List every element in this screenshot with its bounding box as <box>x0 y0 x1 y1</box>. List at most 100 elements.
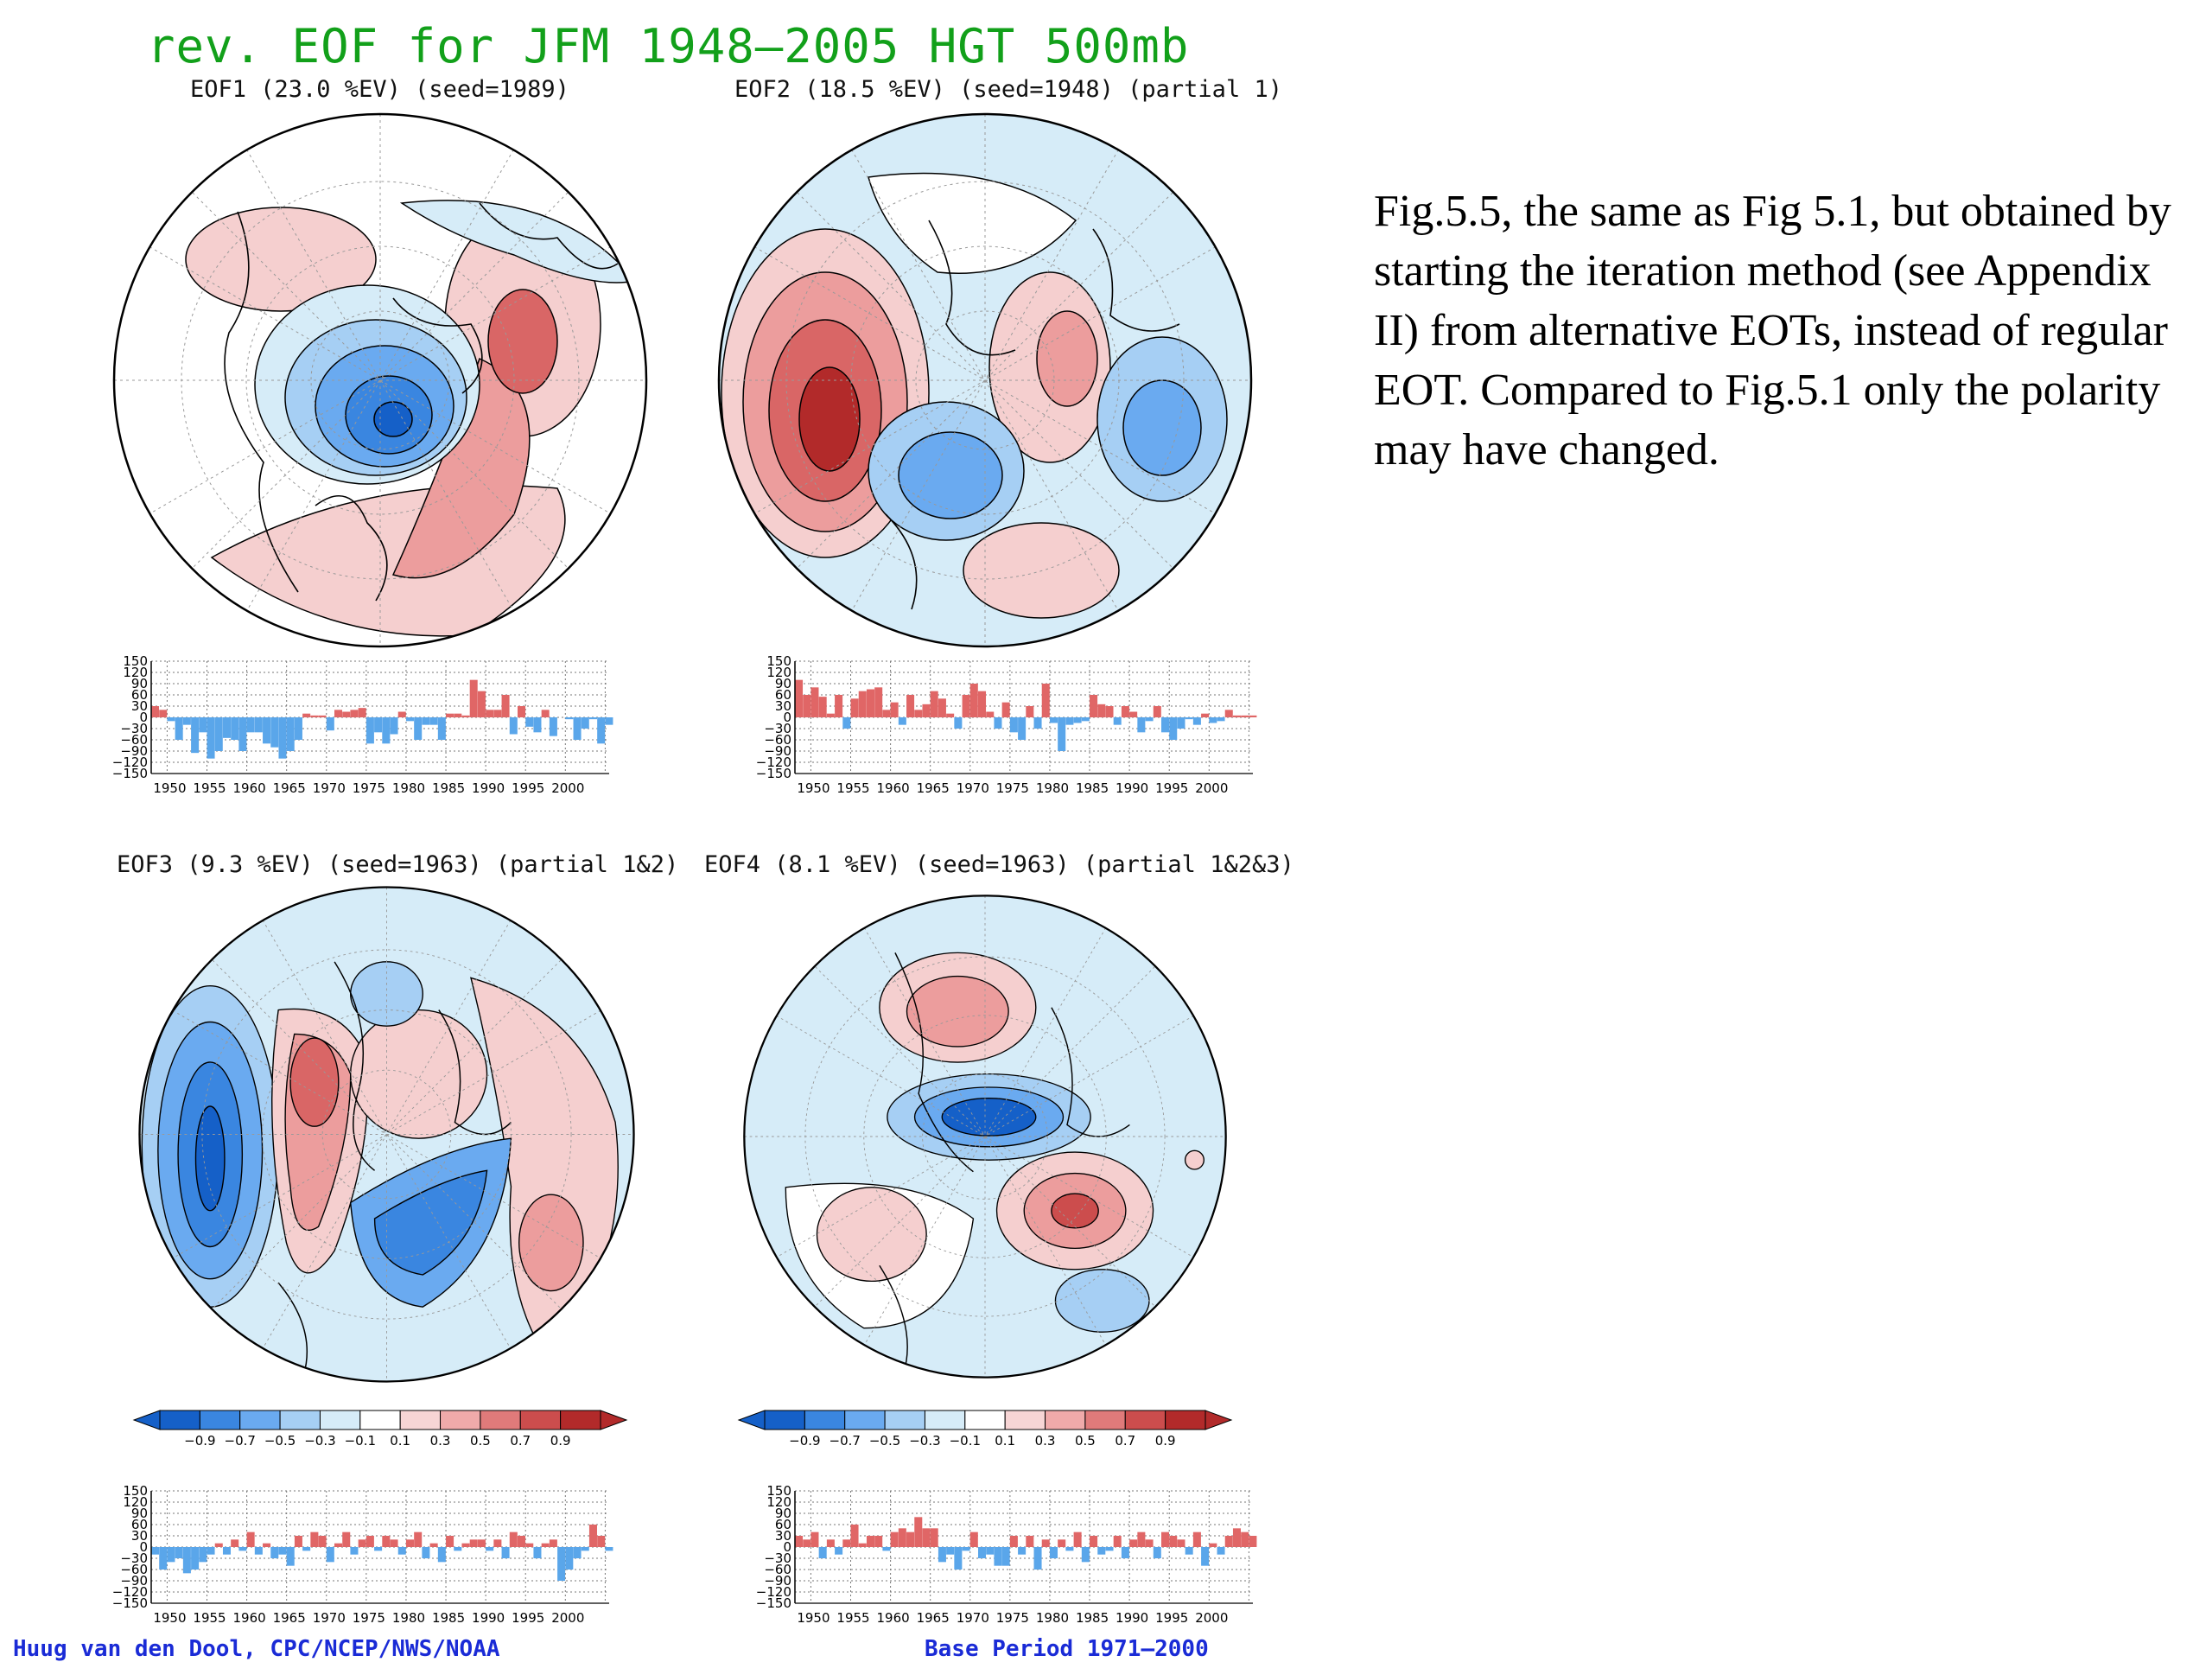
colorbar-arrow-left <box>132 1410 161 1430</box>
panel-label-eof4: EOF4 (8.1 %EV) (seed=1963) (partial 1&2&… <box>704 851 1294 878</box>
bar <box>541 710 550 717</box>
bar <box>1232 715 1241 717</box>
y-tick-label: 90 <box>131 676 148 691</box>
y-tick-label: −30 <box>764 721 791 736</box>
bar <box>1065 1547 1074 1551</box>
y-tick-label: −30 <box>120 1551 148 1566</box>
colorbar-tick-label: 0.1 <box>995 1433 1015 1449</box>
x-tick-label: 2000 <box>551 1610 584 1626</box>
y-tick-label: 120 <box>123 665 148 680</box>
bar <box>1145 1539 1154 1547</box>
x-tick-label: 1960 <box>877 1610 910 1626</box>
bar <box>1161 1531 1170 1547</box>
bar <box>1090 1536 1098 1547</box>
bar <box>826 1539 835 1547</box>
x-tick-label: 1975 <box>353 780 385 796</box>
bar <box>818 697 827 717</box>
bar <box>509 717 518 735</box>
eof4-polar-map <box>743 895 1227 1379</box>
bar <box>1049 1547 1058 1558</box>
x-tick-label: 1965 <box>917 780 950 796</box>
bar <box>1249 1536 1257 1547</box>
colorbar-cell <box>804 1410 846 1430</box>
bar <box>310 715 319 717</box>
y-tick-label: 150 <box>766 1483 791 1499</box>
bar <box>302 1547 311 1551</box>
colorbar-left: −0.9 −0.7 −0.5 −0.3 −0.1 0.1 0.3 0.5 0.7 0.9 <box>132 1410 628 1449</box>
bar <box>1153 706 1161 717</box>
x-tick-label: 1965 <box>273 1610 306 1626</box>
bar <box>231 717 239 740</box>
x-tick-label: 1955 <box>193 1610 226 1626</box>
bar <box>207 717 215 759</box>
bar <box>318 1536 327 1547</box>
bar <box>1121 1547 1129 1558</box>
bar <box>581 717 589 729</box>
colorbar-cell <box>560 1410 601 1430</box>
x-tick-label: 1955 <box>836 1610 869 1626</box>
x-tick-label: 1985 <box>432 1610 465 1626</box>
colorbar-right: −0.9 −0.7 −0.5 −0.3 −0.1 0.1 0.3 0.5 0.7 0.9 <box>737 1410 1233 1449</box>
bar <box>1018 717 1027 740</box>
x-tick-label: 1970 <box>313 1610 346 1626</box>
colorbar-tick-label: 0.5 <box>1075 1433 1096 1449</box>
bar <box>978 1547 987 1558</box>
bar <box>405 717 414 722</box>
bar <box>978 691 987 717</box>
x-tick-label: 2000 <box>1195 780 1228 796</box>
bar <box>493 1539 502 1547</box>
panel-label-eof1: EOF1 (23.0 %EV) (seed=1989) <box>190 76 569 103</box>
bar <box>549 717 557 736</box>
bar <box>437 1547 446 1563</box>
bar <box>858 691 867 717</box>
bar <box>1105 1547 1114 1551</box>
bar <box>326 1547 334 1563</box>
bar <box>151 706 160 717</box>
bar <box>866 1536 874 1547</box>
x-tick-label: 1995 <box>1155 1610 1188 1626</box>
bar <box>914 1517 923 1547</box>
bar <box>1097 1547 1106 1555</box>
bar <box>803 1539 811 1547</box>
bar <box>1249 715 1257 717</box>
bar <box>1058 1539 1066 1547</box>
bar <box>1137 717 1146 733</box>
x-tick-label: 1970 <box>957 780 989 796</box>
bar <box>518 706 526 717</box>
bar <box>175 1547 183 1558</box>
bar <box>397 711 406 717</box>
colorbar-cell <box>1124 1410 1166 1430</box>
bar <box>1073 717 1082 723</box>
bar <box>922 1528 931 1547</box>
y-tick-label: −60 <box>764 732 791 748</box>
bar <box>565 1547 574 1570</box>
bar <box>159 710 168 717</box>
bar <box>930 691 938 717</box>
x-tick-label: 1955 <box>193 780 226 796</box>
bar <box>191 717 200 754</box>
y-tick-label: −150 <box>756 766 791 781</box>
x-tick-label: 1950 <box>153 780 186 796</box>
bar <box>1041 684 1050 717</box>
eof2-polar-map <box>717 112 1253 648</box>
bar <box>1049 717 1058 723</box>
x-tick-label: 1995 <box>512 1610 544 1626</box>
bar <box>898 1528 906 1547</box>
bar <box>573 717 582 740</box>
bar <box>826 713 835 717</box>
x-tick-label: 1990 <box>472 1610 505 1626</box>
x-tick-label: 1965 <box>917 1610 950 1626</box>
y-tick-label: −90 <box>120 1573 148 1589</box>
x-tick-label: 1990 <box>472 780 505 796</box>
bar <box>278 717 287 759</box>
y-tick-label: 90 <box>775 676 791 691</box>
y-tick-label: 90 <box>131 1506 148 1521</box>
x-tick-label: 1970 <box>313 780 346 796</box>
y-tick-label: 60 <box>775 687 791 703</box>
x-tick-label: 1950 <box>797 1610 830 1626</box>
colorbar-cell <box>844 1410 886 1430</box>
x-tick-label: 1985 <box>1076 780 1109 796</box>
bar <box>1073 1531 1082 1547</box>
bar <box>390 1539 398 1547</box>
bar <box>1137 1531 1146 1547</box>
